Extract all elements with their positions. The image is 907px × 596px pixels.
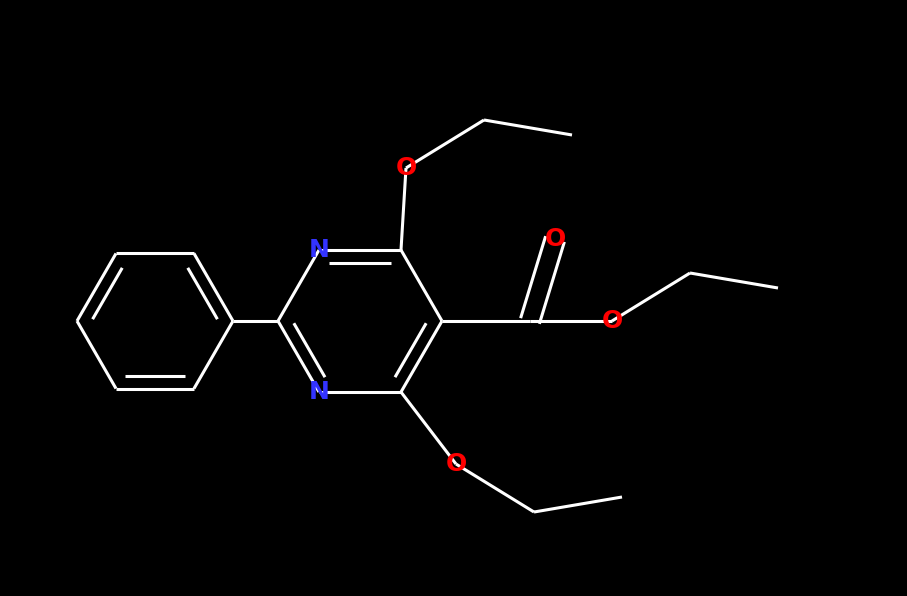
Text: N: N <box>308 238 329 262</box>
Text: O: O <box>445 452 466 476</box>
Text: O: O <box>544 227 566 251</box>
Text: O: O <box>395 156 416 180</box>
Text: O: O <box>601 309 622 333</box>
Text: N: N <box>308 380 329 404</box>
